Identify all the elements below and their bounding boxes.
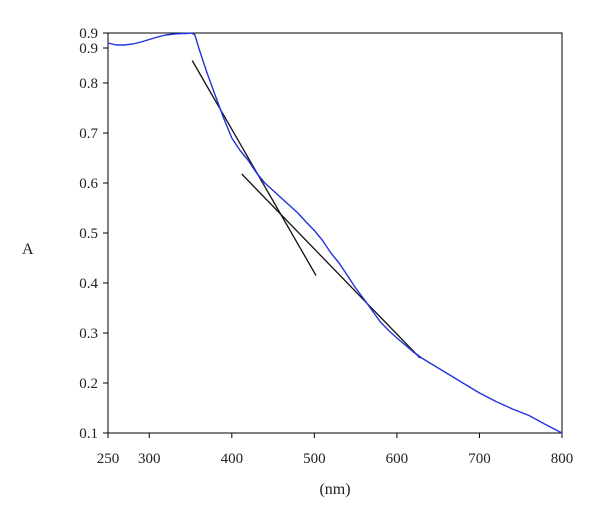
y-tick-label-5: 0.6 [79,176,98,192]
plot-frame [107,32,563,434]
y-tick-labels: 0.1 0.2 0.3 0.4 0.5 0.6 0.7 0.8 0.90.9 [79,26,98,442]
annotation-layer [191,60,421,359]
x-tick-label-5: 700 [468,451,491,467]
y-tick-label-4: 0.5 [79,226,98,242]
x-tick-labels: 250 300 400 500 600 700 800 [97,451,574,467]
absorbance-series-line-0 [107,32,563,434]
x-tick-label-3: 500 [303,451,326,467]
x-tick-label-0: 250 [97,451,120,467]
y-tick-label-9: 0.9 [79,26,98,42]
y-tick-label-8: 0.9 [79,41,98,57]
x-tick-label-1: 300 [138,451,161,467]
x-tick-label-6: 800 [551,451,574,467]
y-tick-label-3: 0.4 [79,276,98,292]
y-tick-label-2: 0.3 [79,326,98,342]
y-tick-label-7: 0.8 [79,76,98,92]
y-axis-title: A [22,241,34,258]
x-tick-label-4: 600 [386,451,409,467]
series-layer [107,32,563,434]
tick-marks [103,32,563,438]
y-tick-label-1: 0.2 [79,376,98,392]
x-tick-label-2: 400 [221,451,244,467]
tangent-line-1 [241,173,421,359]
y-tick-label-6: 0.7 [79,126,98,142]
y-tick-label-0: 0.1 [79,426,98,442]
x-axis-title: (nm) [319,481,350,498]
